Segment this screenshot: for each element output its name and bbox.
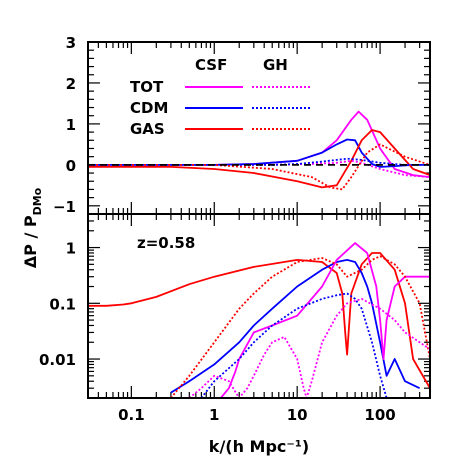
series-line-tot-dotted bbox=[188, 297, 430, 398]
y-tick-label: 3 bbox=[66, 34, 76, 52]
y-axis-title-subscript: DMo bbox=[31, 187, 44, 215]
series-line-gas-dotted bbox=[170, 255, 430, 398]
series-line-cdm-dotted bbox=[200, 292, 388, 398]
y-tick-label: −1 bbox=[53, 198, 76, 216]
redshift-annotation: z=0.58 bbox=[137, 234, 195, 252]
legend-header-csf: CSF bbox=[195, 56, 227, 74]
x-tick-label: 1 bbox=[209, 406, 219, 424]
y-tick-label: 1 bbox=[66, 116, 76, 134]
series-line-gas-solid bbox=[88, 252, 430, 389]
y-axis-title: ΔP / PDMo bbox=[21, 187, 44, 268]
y-tick-label: 2 bbox=[66, 75, 76, 93]
series-line-tot-solid bbox=[220, 242, 430, 398]
series-line-cdm-dotted bbox=[88, 157, 430, 166]
series-line-cdm-solid bbox=[170, 258, 420, 394]
series-line-tot-dotted bbox=[88, 159, 430, 178]
x-tick-label: 0.1 bbox=[118, 406, 145, 424]
x-axis-title: k/(h Mpc⁻¹) bbox=[209, 437, 309, 456]
bottom-y-tick-labels: 0.01 0.1 1 bbox=[39, 240, 76, 369]
top-y-tick-labels: −1 0 1 2 3 bbox=[53, 34, 76, 216]
top-panel: −1 0 1 2 3 CSF GH TOT CDM GAS bbox=[53, 34, 431, 216]
bottom-panel-frame bbox=[87, 213, 431, 399]
series-line-gas-solid bbox=[88, 129, 430, 189]
legend-label-cdm: CDM bbox=[130, 99, 168, 117]
series-line-gas-dotted bbox=[88, 143, 430, 191]
x-tick-label: 100 bbox=[364, 406, 395, 424]
bottom-panel: 0.01 0.1 1 0.1 1 10 100 z=0.58 bbox=[39, 213, 431, 424]
x-tick-label: 10 bbox=[287, 406, 308, 424]
y-tick-label: 0 bbox=[66, 157, 76, 175]
series-line-cdm-solid bbox=[88, 138, 430, 168]
legend: CSF GH TOT CDM GAS bbox=[130, 56, 310, 138]
x-tick-labels: 0.1 1 10 100 bbox=[118, 406, 396, 424]
bottom-series-group bbox=[88, 242, 430, 398]
y-tick-label: 1 bbox=[66, 240, 76, 258]
svg-text:ΔP / PDMo: ΔP / PDMo bbox=[21, 187, 44, 268]
legend-header-gh: GH bbox=[263, 56, 288, 74]
top-series-group bbox=[88, 110, 430, 191]
legend-label-tot: TOT bbox=[130, 78, 164, 96]
y-tick-label: 0.1 bbox=[49, 295, 76, 313]
y-axis-title-main: ΔP / P bbox=[21, 215, 40, 268]
legend-label-gas: GAS bbox=[130, 120, 165, 138]
y-tick-label: 0.01 bbox=[39, 351, 76, 369]
